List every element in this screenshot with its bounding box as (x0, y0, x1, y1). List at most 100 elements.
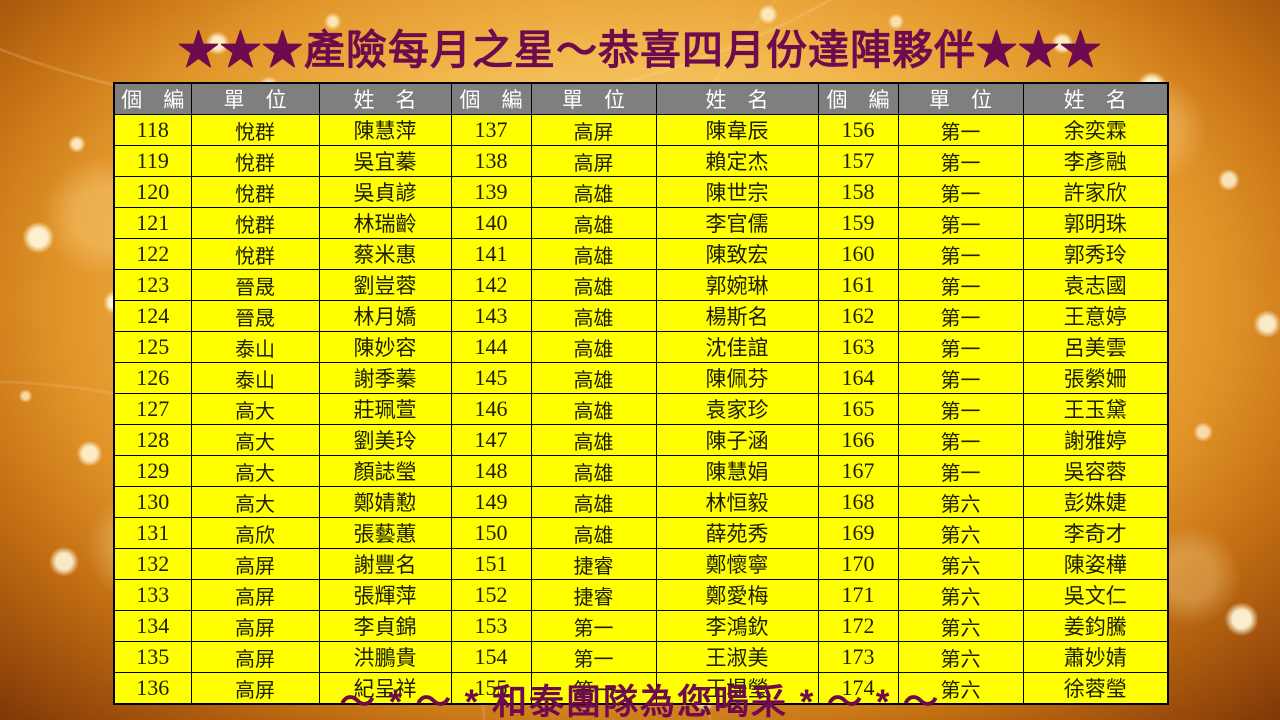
name-cell: 袁家珍 (655, 393, 819, 425)
column-header-unit: 單 位 (190, 82, 320, 115)
winners-table: 個 編單 位姓 名個 編單 位姓 名個 編單 位姓 名 118 悅群 陳慧萍 137 高… (113, 82, 1169, 705)
unit-cell: 第六 (897, 579, 1024, 611)
id-cell: 136 (113, 672, 192, 705)
id-cell: 164 (817, 362, 899, 394)
unit-cell: 高雄 (530, 455, 657, 487)
unit-cell: 高雄 (530, 331, 657, 363)
unit-cell: 第一 (897, 176, 1024, 208)
name-cell: 鄭婧懃 (318, 486, 452, 518)
name-cell: 袁志國 (1022, 269, 1169, 301)
unit-cell: 第一 (530, 641, 657, 673)
name-cell: 劉豈蓉 (318, 269, 452, 301)
table-row: 119 悅群 吳宜蓁 138 高屏 賴定杰 157 第一 李彥融 (113, 145, 1169, 177)
name-cell: 王意婷 (1022, 300, 1169, 332)
name-cell: 陳致宏 (655, 238, 819, 270)
id-cell: 120 (113, 176, 192, 208)
unit-cell: 晉晟 (190, 269, 320, 301)
unit-cell: 高雄 (530, 207, 657, 239)
id-cell: 151 (450, 548, 532, 580)
unit-cell: 高雄 (530, 176, 657, 208)
id-cell: 170 (817, 548, 899, 580)
column-header-name: 姓 名 (1022, 82, 1169, 115)
unit-cell: 高屏 (190, 641, 320, 673)
id-cell: 132 (113, 548, 192, 580)
id-cell: 122 (113, 238, 192, 270)
unit-cell: 高屏 (190, 579, 320, 611)
name-cell: 林瑞齡 (318, 207, 452, 239)
table-row: 136 高屏 紀呈祥 155 第一 王堤瑩 174 第六 徐蓉瑩 (113, 672, 1169, 705)
name-cell: 吳貞諺 (318, 176, 452, 208)
id-cell: 161 (817, 269, 899, 301)
unit-cell: 高屏 (530, 114, 657, 146)
id-cell: 157 (817, 145, 899, 177)
id-cell: 153 (450, 610, 532, 642)
unit-cell: 捷睿 (530, 579, 657, 611)
table-row: 130 高大 鄭婧懃 149 高雄 林恒毅 168 第六 彭姝婕 (113, 486, 1169, 518)
name-cell: 洪鵬貴 (318, 641, 452, 673)
id-cell: 146 (450, 393, 532, 425)
name-cell: 李奇才 (1022, 517, 1169, 549)
name-cell: 郭秀玲 (1022, 238, 1169, 270)
id-cell: 174 (817, 672, 899, 705)
table-row: 118 悅群 陳慧萍 137 高屏 陳韋辰 156 第一 余奕霖 (113, 114, 1169, 146)
id-cell: 152 (450, 579, 532, 611)
unit-cell: 高大 (190, 486, 320, 518)
name-cell: 陳韋辰 (655, 114, 819, 146)
id-cell: 123 (113, 269, 192, 301)
name-cell: 鄭懷寧 (655, 548, 819, 580)
name-cell: 顏誌瑩 (318, 455, 452, 487)
id-cell: 150 (450, 517, 532, 549)
name-cell: 陳妙容 (318, 331, 452, 363)
id-cell: 119 (113, 145, 192, 177)
id-cell: 147 (450, 424, 532, 456)
unit-cell: 高雄 (530, 393, 657, 425)
name-cell: 郭婉琳 (655, 269, 819, 301)
id-cell: 163 (817, 331, 899, 363)
unit-cell: 高雄 (530, 269, 657, 301)
unit-cell: 第一 (897, 455, 1024, 487)
id-cell: 125 (113, 331, 192, 363)
name-cell: 王淑美 (655, 641, 819, 673)
table-row: 132 高屏 謝豐名 151 捷睿 鄭懷寧 170 第六 陳姿樺 (113, 548, 1169, 580)
id-cell: 156 (817, 114, 899, 146)
name-cell: 沈佳誼 (655, 331, 819, 363)
name-cell: 陳慧娟 (655, 455, 819, 487)
name-cell: 彭姝婕 (1022, 486, 1169, 518)
table-row: 127 高大 莊珮萱 146 高雄 袁家珍 165 第一 王玉黛 (113, 393, 1169, 425)
unit-cell: 第一 (897, 362, 1024, 394)
column-header-id: 個 編 (817, 82, 899, 115)
unit-cell: 第一 (530, 610, 657, 642)
table-row: 125 泰山 陳妙容 144 高雄 沈佳誼 163 第一 呂美雲 (113, 331, 1169, 363)
name-cell: 蔡米惠 (318, 238, 452, 270)
id-cell: 118 (113, 114, 192, 146)
unit-cell: 悅群 (190, 238, 320, 270)
unit-cell: 第一 (897, 331, 1024, 363)
name-cell: 李官儒 (655, 207, 819, 239)
unit-cell: 高欣 (190, 517, 320, 549)
column-header-unit: 單 位 (530, 82, 657, 115)
unit-cell: 第一 (897, 114, 1024, 146)
unit-cell: 第六 (897, 486, 1024, 518)
id-cell: 140 (450, 207, 532, 239)
table-row: 135 高屏 洪鵬貴 154 第一 王淑美 173 第六 蕭妙婧 (113, 641, 1169, 673)
unit-cell: 高雄 (530, 362, 657, 394)
unit-cell: 高雄 (530, 238, 657, 270)
unit-cell: 第六 (897, 610, 1024, 642)
unit-cell: 第六 (897, 548, 1024, 580)
name-cell: 薛苑秀 (655, 517, 819, 549)
id-cell: 162 (817, 300, 899, 332)
name-cell: 陳世宗 (655, 176, 819, 208)
name-cell: 郭明珠 (1022, 207, 1169, 239)
id-cell: 171 (817, 579, 899, 611)
column-header-name: 姓 名 (318, 82, 452, 115)
name-cell: 劉美玲 (318, 424, 452, 456)
unit-cell: 高雄 (530, 517, 657, 549)
unit-cell: 第一 (897, 145, 1024, 177)
unit-cell: 第一 (897, 238, 1024, 270)
id-cell: 135 (113, 641, 192, 673)
name-cell: 徐蓉瑩 (1022, 672, 1169, 705)
name-cell: 紀呈祥 (318, 672, 452, 705)
name-cell: 李貞錦 (318, 610, 452, 642)
id-cell: 149 (450, 486, 532, 518)
